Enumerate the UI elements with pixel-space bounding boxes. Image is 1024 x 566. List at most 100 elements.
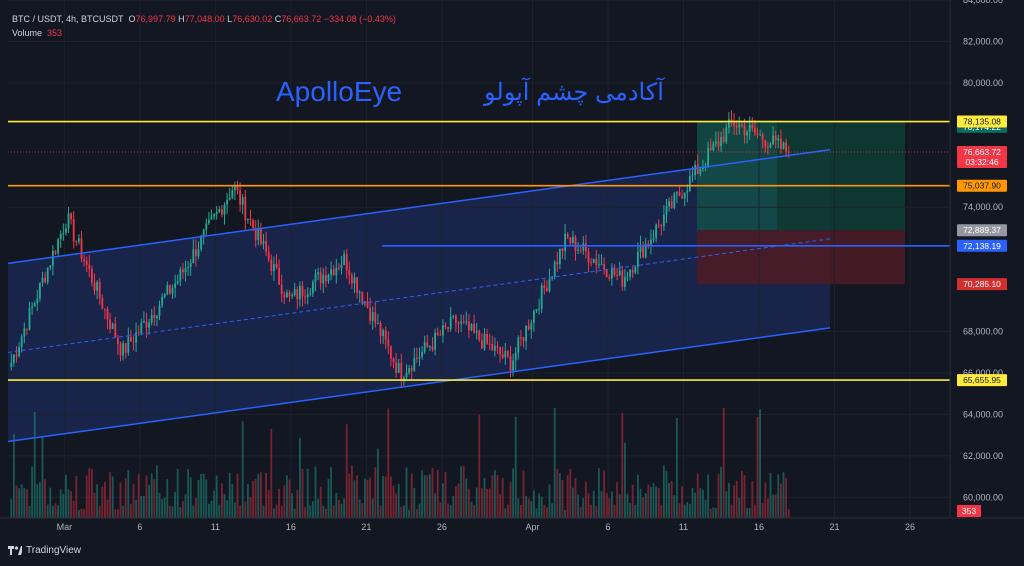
candle-body — [681, 195, 684, 199]
candle-body — [51, 250, 54, 266]
volume-bar — [194, 498, 197, 518]
volume-bar — [249, 496, 252, 518]
volume-bar — [699, 487, 702, 518]
candle-body — [777, 138, 780, 141]
volume-bar — [288, 479, 291, 518]
candle-body — [462, 321, 465, 323]
volume-bar — [265, 472, 268, 518]
candle-body — [558, 248, 561, 265]
candle-body — [688, 176, 691, 191]
tradingview-logo[interactable]: TradingView — [8, 545, 81, 556]
ohlc-legend: BTC / USDT, 4h, BTCUSDT O76,997.79 H77,0… — [12, 14, 396, 24]
volume-bar — [54, 503, 57, 518]
volume-bar — [644, 493, 647, 518]
candle-body — [231, 190, 234, 199]
volume-bar — [556, 468, 559, 518]
candle-body — [753, 127, 756, 134]
volume-bar — [241, 421, 244, 518]
candle-body — [413, 357, 416, 371]
volume-bar — [681, 486, 684, 518]
candle-body — [210, 216, 213, 220]
candle-body — [545, 287, 548, 292]
volume-bar — [49, 487, 52, 518]
candle-body — [327, 275, 330, 282]
level-price-tag-bg — [957, 374, 1007, 387]
candle-body — [577, 249, 580, 251]
candle-body — [249, 218, 252, 220]
volume-bar — [691, 487, 694, 518]
low-label: L — [227, 14, 233, 24]
candle-body — [252, 219, 255, 228]
volume-bar — [486, 488, 489, 518]
volume-bar — [348, 473, 351, 518]
candle-body — [59, 233, 62, 240]
symbol-label[interactable]: BTC / USDT, 4h, BTCUSDT — [12, 14, 124, 24]
candle-body — [764, 140, 767, 148]
volume-bar — [618, 494, 621, 518]
candle-body — [387, 339, 390, 347]
candle-body — [124, 343, 127, 353]
candle-body — [179, 269, 182, 282]
volume-bar — [330, 467, 333, 518]
price-tick-label: 62,000.00 — [963, 451, 1003, 461]
volume-bar — [252, 481, 255, 518]
volume-bar — [467, 488, 470, 518]
volume-bar — [449, 505, 452, 518]
candle-body — [751, 125, 754, 128]
candle-body — [158, 305, 161, 316]
candle-body — [670, 201, 673, 208]
candle-body — [673, 193, 676, 208]
candle-body — [233, 186, 236, 191]
candle-body — [384, 330, 387, 340]
low-value: 76,630.02 — [232, 14, 273, 24]
time-tick-label: 11 — [679, 522, 688, 532]
volume-value: 353 — [47, 28, 63, 38]
candle-body — [616, 274, 619, 276]
volume-bar — [93, 492, 96, 518]
volume-bar — [46, 504, 49, 518]
volume-bar — [727, 482, 730, 518]
candle-body — [639, 245, 642, 252]
volume-bar — [707, 474, 710, 518]
volume-bar — [779, 483, 782, 518]
volume-bar — [522, 470, 525, 518]
candle-body — [457, 323, 460, 325]
candle-body — [400, 363, 403, 380]
volume-bar — [759, 408, 762, 518]
level-price-tag: 78,135.08 — [963, 117, 1001, 127]
volume-bar — [51, 505, 54, 518]
volume-bar — [41, 436, 44, 518]
volume-bar — [317, 498, 320, 518]
volume-bar — [387, 408, 390, 518]
volume-bar — [246, 483, 249, 518]
channel-upper-line — [7, 148, 831, 265]
volume-bar — [608, 498, 611, 518]
candle-body — [623, 277, 626, 287]
volume-bar — [163, 497, 166, 518]
candle-body — [582, 243, 585, 251]
candle-body — [660, 225, 663, 227]
last-price-tag-countdown: 03:32:46 — [965, 157, 998, 167]
volume-bar — [491, 475, 494, 518]
candle-body — [220, 209, 223, 215]
candle-body — [444, 325, 447, 328]
candle-body — [735, 125, 738, 128]
candle-body — [140, 322, 143, 333]
volume-label[interactable]: Volume — [12, 28, 43, 38]
candle-body — [655, 224, 658, 238]
volume-bar — [103, 481, 106, 518]
candle-body — [475, 330, 478, 333]
volume-bar — [142, 495, 145, 518]
volume-bar — [405, 467, 408, 518]
candle-body — [501, 354, 504, 358]
volume-bar — [683, 504, 686, 518]
volume-bar — [701, 489, 704, 518]
volume-bar — [488, 488, 491, 518]
candle-body — [522, 337, 525, 342]
volume-bar — [262, 505, 265, 518]
volume-bar — [545, 507, 548, 518]
candle-body — [779, 138, 782, 149]
volume-bar — [566, 474, 569, 518]
candle-body — [301, 286, 304, 297]
